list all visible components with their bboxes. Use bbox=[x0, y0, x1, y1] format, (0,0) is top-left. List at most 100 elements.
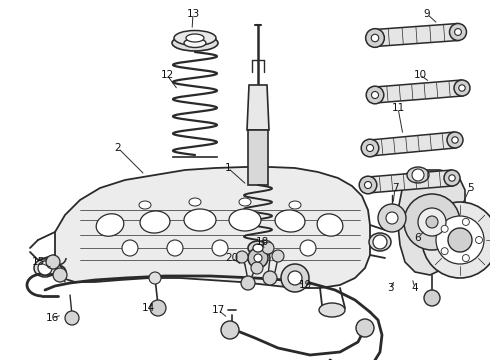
Text: 6: 6 bbox=[415, 233, 421, 243]
Text: 13: 13 bbox=[186, 9, 199, 19]
Circle shape bbox=[356, 319, 374, 337]
Circle shape bbox=[251, 262, 263, 274]
Circle shape bbox=[454, 80, 470, 96]
Circle shape bbox=[167, 240, 183, 256]
Circle shape bbox=[367, 144, 373, 152]
Text: 17: 17 bbox=[211, 305, 224, 315]
Text: 4: 4 bbox=[412, 283, 418, 293]
Circle shape bbox=[448, 228, 472, 252]
Circle shape bbox=[366, 86, 384, 104]
Text: 18: 18 bbox=[255, 237, 269, 247]
Circle shape bbox=[254, 254, 262, 262]
Circle shape bbox=[459, 85, 465, 91]
Circle shape bbox=[122, 240, 138, 256]
Circle shape bbox=[257, 240, 273, 256]
Circle shape bbox=[241, 276, 255, 290]
Circle shape bbox=[371, 34, 379, 42]
Text: 5: 5 bbox=[466, 183, 473, 193]
Polygon shape bbox=[368, 170, 453, 193]
Circle shape bbox=[452, 137, 458, 143]
Circle shape bbox=[463, 255, 469, 262]
Text: 12: 12 bbox=[160, 70, 173, 80]
Circle shape bbox=[221, 321, 239, 339]
Text: 1: 1 bbox=[225, 163, 231, 173]
Text: 16: 16 bbox=[46, 313, 59, 323]
Circle shape bbox=[378, 204, 406, 232]
Ellipse shape bbox=[319, 303, 345, 317]
Circle shape bbox=[300, 240, 316, 256]
Circle shape bbox=[53, 268, 67, 282]
Ellipse shape bbox=[369, 233, 391, 251]
Circle shape bbox=[248, 248, 268, 268]
Circle shape bbox=[212, 240, 228, 256]
Circle shape bbox=[444, 170, 460, 186]
Ellipse shape bbox=[189, 198, 201, 206]
Circle shape bbox=[288, 271, 302, 285]
Circle shape bbox=[281, 264, 309, 292]
Circle shape bbox=[359, 176, 377, 194]
Circle shape bbox=[46, 255, 60, 269]
Ellipse shape bbox=[248, 241, 268, 255]
Text: 7: 7 bbox=[392, 183, 398, 193]
Circle shape bbox=[449, 23, 466, 40]
Ellipse shape bbox=[34, 259, 56, 277]
Ellipse shape bbox=[139, 201, 151, 209]
Ellipse shape bbox=[229, 209, 261, 231]
Circle shape bbox=[65, 311, 79, 325]
Circle shape bbox=[426, 216, 438, 228]
Text: 20: 20 bbox=[225, 253, 239, 263]
Ellipse shape bbox=[184, 39, 206, 48]
Ellipse shape bbox=[253, 244, 263, 252]
Circle shape bbox=[424, 290, 440, 306]
Circle shape bbox=[422, 202, 490, 278]
Circle shape bbox=[449, 175, 455, 181]
Circle shape bbox=[412, 169, 424, 181]
Polygon shape bbox=[398, 170, 465, 275]
Circle shape bbox=[475, 237, 483, 243]
Circle shape bbox=[149, 272, 161, 284]
Circle shape bbox=[418, 208, 446, 236]
Circle shape bbox=[441, 248, 448, 255]
Circle shape bbox=[447, 132, 463, 148]
Ellipse shape bbox=[174, 31, 216, 45]
Circle shape bbox=[371, 91, 378, 99]
Text: 15: 15 bbox=[31, 257, 45, 267]
Circle shape bbox=[386, 212, 398, 224]
Circle shape bbox=[436, 216, 484, 264]
Ellipse shape bbox=[186, 34, 204, 42]
Ellipse shape bbox=[289, 201, 301, 209]
Text: 2: 2 bbox=[115, 143, 122, 153]
Polygon shape bbox=[55, 167, 370, 288]
Text: 9: 9 bbox=[424, 9, 430, 19]
Ellipse shape bbox=[96, 214, 124, 236]
Circle shape bbox=[361, 139, 379, 157]
Circle shape bbox=[38, 261, 52, 275]
Circle shape bbox=[373, 235, 387, 249]
Circle shape bbox=[455, 28, 462, 35]
Circle shape bbox=[441, 225, 448, 232]
Circle shape bbox=[404, 194, 460, 250]
Polygon shape bbox=[369, 132, 456, 156]
Ellipse shape bbox=[140, 211, 170, 233]
Circle shape bbox=[236, 251, 248, 263]
Circle shape bbox=[262, 242, 274, 254]
Circle shape bbox=[150, 300, 166, 316]
Circle shape bbox=[272, 250, 284, 262]
Polygon shape bbox=[374, 80, 463, 103]
Polygon shape bbox=[248, 130, 268, 185]
Text: 10: 10 bbox=[414, 70, 427, 80]
Circle shape bbox=[365, 181, 371, 189]
Ellipse shape bbox=[239, 198, 251, 206]
Text: 3: 3 bbox=[387, 283, 393, 293]
Text: 11: 11 bbox=[392, 103, 405, 113]
Ellipse shape bbox=[184, 209, 216, 231]
Circle shape bbox=[366, 29, 384, 48]
Ellipse shape bbox=[275, 210, 305, 232]
Ellipse shape bbox=[172, 35, 218, 51]
Ellipse shape bbox=[407, 167, 429, 183]
Ellipse shape bbox=[317, 214, 343, 236]
Polygon shape bbox=[247, 85, 269, 130]
Circle shape bbox=[463, 219, 469, 225]
Circle shape bbox=[263, 271, 277, 285]
Polygon shape bbox=[374, 23, 459, 46]
